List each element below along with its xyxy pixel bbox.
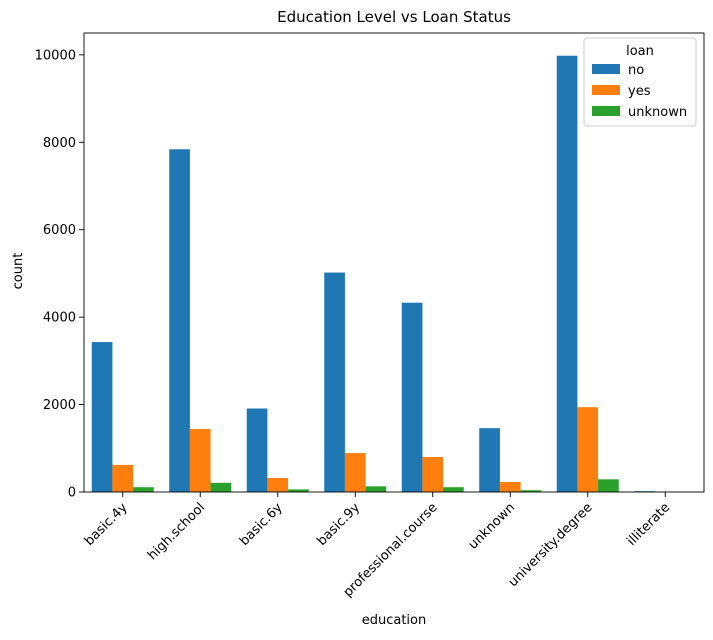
- bar-no-basic.9y: [324, 272, 345, 492]
- bar-yes-professional.course: [422, 457, 444, 492]
- bar-unknown-professional.course: [443, 487, 464, 492]
- bar-no-basic.6y: [246, 408, 268, 492]
- legend-label-no: no: [628, 63, 644, 78]
- y-tick-label: 10000: [35, 48, 76, 63]
- bar-no-professional.course: [401, 302, 423, 492]
- x-tick-label: basic.4y: [82, 500, 131, 549]
- chart-title: Education Level vs Loan Status: [277, 8, 511, 26]
- bar-no-basic.4y: [91, 342, 113, 492]
- y-tick-label: 4000: [43, 311, 76, 326]
- bar-unknown-unknown: [520, 490, 542, 492]
- bar-unknown-university.degree: [598, 479, 619, 492]
- bar-unknown-basic.9y: [365, 486, 387, 492]
- legend-title: loan: [626, 44, 654, 59]
- bar-unknown-basic.6y: [288, 489, 309, 492]
- y-tick-label: 8000: [43, 136, 76, 151]
- legend-swatch-no: [592, 64, 620, 74]
- x-tick-label: unknown: [466, 500, 518, 552]
- legend-swatch-yes: [592, 85, 620, 95]
- y-axis-label: count: [11, 253, 26, 290]
- bar-yes-basic.9y: [344, 453, 366, 492]
- x-tick-label: high.school: [145, 500, 208, 563]
- bar-no-unknown: [479, 428, 500, 492]
- legend-label-unknown: unknown: [628, 105, 687, 120]
- bar-no-high.school: [169, 149, 190, 492]
- bar-yes-unknown: [499, 481, 521, 492]
- x-axis-label: education: [362, 613, 427, 628]
- y-tick-label: 2000: [43, 398, 76, 413]
- legend-swatch-unknown: [592, 106, 620, 116]
- plot-frame: [83, 32, 705, 493]
- bar-yes-basic.6y: [267, 478, 289, 492]
- bar-no-university.degree: [556, 55, 578, 492]
- y-tick-label: 6000: [43, 223, 76, 238]
- legend-label-yes: yes: [628, 84, 651, 99]
- x-tick-label: basic.6y: [237, 500, 286, 549]
- bar-yes-basic.4y: [112, 464, 134, 492]
- x-tick-label: basic.9y: [314, 500, 363, 549]
- y-tick-label: 0: [68, 486, 76, 501]
- bar-unknown-basic.4y: [133, 487, 154, 492]
- bar-yes-high.school: [189, 429, 211, 492]
- legend: loan no yes unknown: [583, 37, 697, 127]
- legend-box: [583, 37, 697, 127]
- bar-yes-university.degree: [577, 407, 599, 492]
- x-tick-label: university.degree: [506, 500, 596, 590]
- bars-layer: [91, 55, 655, 492]
- bar-unknown-high.school: [210, 482, 232, 492]
- x-tick-label: illiterate: [624, 500, 673, 549]
